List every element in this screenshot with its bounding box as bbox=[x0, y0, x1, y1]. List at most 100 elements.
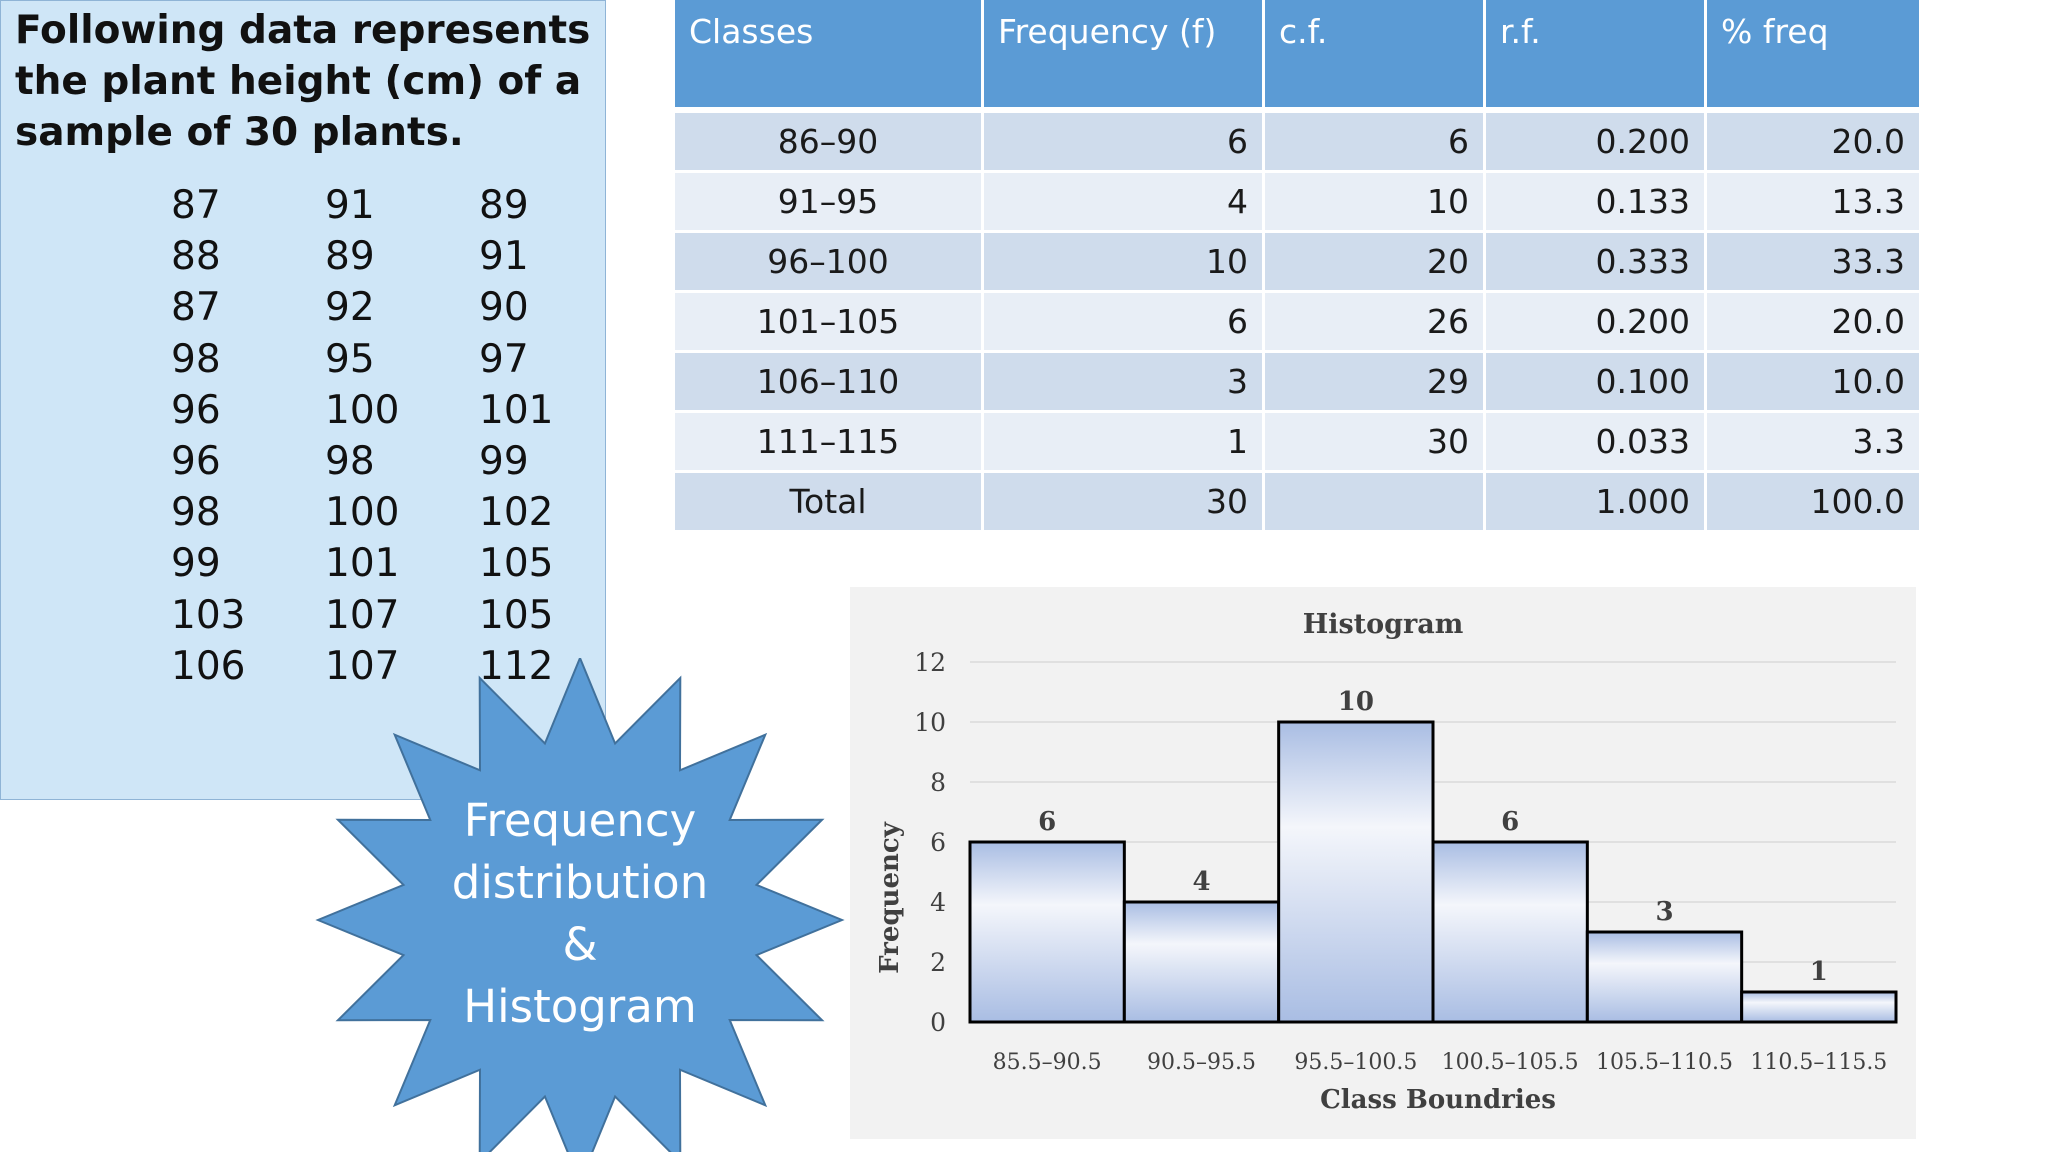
table-cell: 20.0 bbox=[1707, 293, 1919, 353]
table-cell: 0.200 bbox=[1486, 113, 1704, 173]
data-value: 105 bbox=[479, 592, 554, 638]
histogram-svg: 0 2 4 6 8 10 12 6 85.5–90.5 4 90.5–95.5 10 95.5–100… bbox=[875, 609, 1898, 1115]
table-cell: 101–105 bbox=[675, 293, 981, 353]
y-tick-label: 10 bbox=[914, 708, 946, 737]
table-cell: 0.033 bbox=[1486, 413, 1704, 473]
table-cell: 86–90 bbox=[675, 113, 981, 173]
table-cell: 20 bbox=[1265, 233, 1483, 293]
table-row: 96–100 10 20 0.333 33.3 bbox=[675, 233, 1919, 293]
y-axis-label: Frequency bbox=[875, 821, 905, 974]
star-line-3: & bbox=[562, 918, 598, 971]
header-cumulative-frequency: c.f. bbox=[1265, 0, 1483, 107]
data-value: 88 bbox=[171, 234, 221, 280]
star-line-1: Frequency bbox=[463, 794, 697, 847]
table-row: 91–95 4 10 0.133 13.3 bbox=[675, 173, 1919, 233]
table-cell: 30 bbox=[1265, 413, 1483, 473]
x-tick-label: 100.5–105.5 bbox=[1442, 1050, 1579, 1075]
bar-value-label: 10 bbox=[1338, 687, 1374, 717]
data-value: 99 bbox=[171, 541, 221, 587]
data-value: 112 bbox=[479, 643, 554, 689]
star-line-4: Histogram bbox=[463, 980, 697, 1033]
table-cell: 10.0 bbox=[1707, 353, 1919, 413]
table-cell: 4 bbox=[984, 173, 1262, 233]
data-value: 96 bbox=[171, 439, 221, 485]
table-row: 86–90 6 6 0.200 20.0 bbox=[675, 113, 1919, 173]
frequency-table: Classes Frequency (f) c.f. r.f. % freq 8… bbox=[672, 0, 1922, 533]
y-tick-label: 8 bbox=[930, 768, 946, 797]
table-row: Total 30 1.000 100.0 bbox=[675, 473, 1919, 533]
data-value: 87 bbox=[171, 285, 221, 331]
data-value: 98 bbox=[325, 439, 375, 485]
table-cell: 10 bbox=[984, 233, 1262, 293]
histogram-bar bbox=[1277, 720, 1435, 1024]
data-value: 107 bbox=[325, 643, 400, 689]
table-cell: 3 bbox=[984, 353, 1262, 413]
data-value: 96 bbox=[171, 387, 221, 433]
table-row: 111–115 1 30 0.033 3.3 bbox=[675, 413, 1919, 473]
table-cell: 3.3 bbox=[1707, 413, 1919, 473]
table-cell: 33.3 bbox=[1707, 233, 1919, 293]
data-value: 100 bbox=[325, 490, 400, 536]
data-column-2: 91 89 92 95 100 98 100 101 107 107 bbox=[325, 180, 399, 692]
header-percent-frequency: % freq bbox=[1707, 0, 1919, 107]
table-cell: 0.333 bbox=[1486, 233, 1704, 293]
histogram-bar bbox=[1431, 840, 1589, 1024]
table-cell: 1 bbox=[984, 413, 1262, 473]
table-row: 101–105 6 26 0.200 20.0 bbox=[675, 293, 1919, 353]
data-panel: Following data represents the plant heig… bbox=[0, 0, 606, 800]
x-tick-label: 85.5–90.5 bbox=[993, 1050, 1102, 1075]
table-cell: 0.133 bbox=[1486, 173, 1704, 233]
table-cell: 6 bbox=[984, 113, 1262, 173]
table-cell: 91–95 bbox=[675, 173, 981, 233]
data-value: 89 bbox=[325, 234, 375, 280]
x-tick-label: 110.5–115.5 bbox=[1750, 1050, 1887, 1075]
chart-title: Histogram bbox=[1303, 609, 1464, 640]
star-label: Frequency distribution & Histogram bbox=[400, 790, 760, 1038]
table-cell: 106–110 bbox=[675, 353, 981, 413]
table-cell: Total bbox=[675, 473, 981, 533]
table-cell: 13.3 bbox=[1707, 173, 1919, 233]
header-relative-frequency: r.f. bbox=[1486, 0, 1704, 107]
table-row: 106–110 3 29 0.100 10.0 bbox=[675, 353, 1919, 413]
y-tick-label: 2 bbox=[930, 948, 946, 977]
table-cell: 100.0 bbox=[1707, 473, 1919, 533]
data-value: 99 bbox=[479, 439, 529, 485]
star-shape bbox=[315, 658, 845, 1152]
data-value: 95 bbox=[325, 336, 375, 382]
bar-value-label: 1 bbox=[1810, 957, 1828, 987]
y-tick-label: 12 bbox=[914, 648, 946, 677]
x-tick-label: 95.5–100.5 bbox=[1294, 1050, 1417, 1075]
data-value: 102 bbox=[479, 490, 554, 536]
histogram-bar bbox=[968, 840, 1126, 1024]
table-header-row: Classes Frequency (f) c.f. r.f. % freq bbox=[675, 0, 1919, 107]
table-cell: 96–100 bbox=[675, 233, 981, 293]
starburst-icon bbox=[315, 658, 845, 1152]
table-cell: 29 bbox=[1265, 353, 1483, 413]
table-cell: 6 bbox=[984, 293, 1262, 353]
bar-value-label: 6 bbox=[1501, 807, 1519, 837]
data-value: 89 bbox=[479, 183, 529, 228]
data-value: 98 bbox=[171, 490, 221, 536]
data-value: 106 bbox=[171, 643, 246, 689]
y-tick-label: 4 bbox=[930, 888, 946, 917]
bar-value-label: 4 bbox=[1192, 867, 1210, 897]
data-value: 100 bbox=[325, 387, 400, 433]
histogram-bar bbox=[1585, 930, 1744, 1024]
x-tick-label: 105.5–110.5 bbox=[1596, 1050, 1733, 1075]
table-cell: 6 bbox=[1265, 113, 1483, 173]
bar-value-label: 6 bbox=[1038, 807, 1056, 837]
data-value: 91 bbox=[479, 234, 529, 280]
table-cell: 0.200 bbox=[1486, 293, 1704, 353]
y-tick-label: 6 bbox=[930, 828, 946, 857]
data-column-1: 87 88 87 98 96 96 98 99 103 106 bbox=[171, 180, 245, 692]
data-value: 90 bbox=[479, 285, 529, 331]
table-cell: 26 bbox=[1265, 293, 1483, 353]
table-cell bbox=[1265, 473, 1483, 533]
histogram-bar bbox=[1122, 900, 1281, 1024]
data-value: 107 bbox=[325, 592, 400, 638]
table-cell: 30 bbox=[984, 473, 1262, 533]
x-axis-label: Class Boundries bbox=[1320, 1085, 1556, 1115]
data-value: 91 bbox=[325, 183, 375, 228]
histogram-chart: 0 2 4 6 8 10 12 6 85.5–90.5 4 90.5–95.5 10 95.5–100… bbox=[850, 587, 1916, 1139]
table-cell: 20.0 bbox=[1707, 113, 1919, 173]
